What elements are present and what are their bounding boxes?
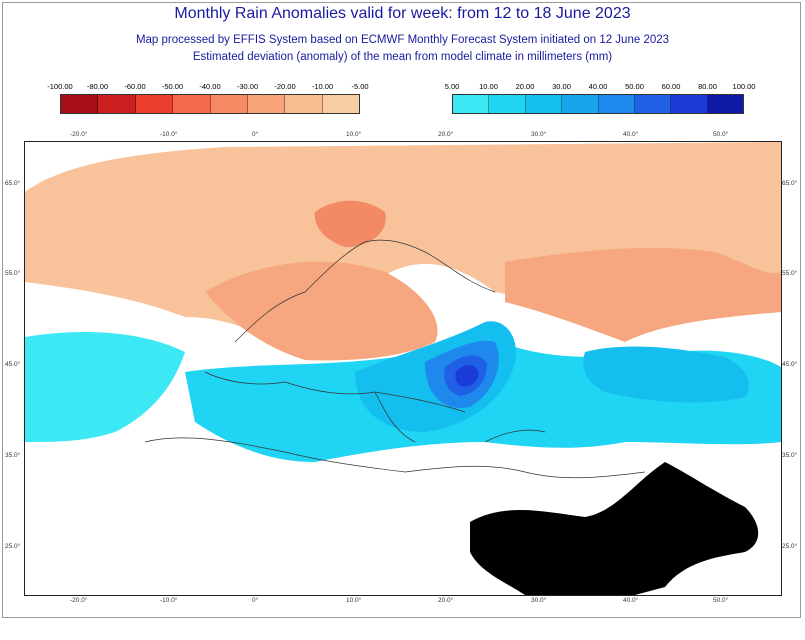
colorbar-pos-swatch — [707, 95, 743, 113]
latitude-label: 25.0° — [782, 543, 798, 550]
colorbar-neg-tick-label: -60.00 — [124, 82, 146, 91]
dry-area-east — [505, 247, 781, 342]
colorbar-neg-tick-label: -30.00 — [236, 82, 259, 91]
colorbar-pos-tick-label: 60.00 — [661, 82, 681, 91]
colorbar-neg-tick-label: -100.00 — [47, 82, 73, 91]
longitude-label: 50.0° — [713, 597, 729, 604]
latitude-label: 35.0° — [782, 452, 798, 459]
longitude-label: 40.0° — [623, 597, 639, 604]
latitude-label: 45.0° — [782, 361, 798, 368]
colorbar-pos-tick-label: 40.00 — [588, 82, 608, 91]
colorbar-neg-swatch — [61, 95, 99, 113]
longitude-label: 30.0° — [531, 131, 547, 138]
longitude-label: 10.0° — [346, 597, 362, 604]
wet-area-balkans-4 — [455, 365, 479, 387]
colorbar-pos-swatch — [525, 95, 563, 113]
colorbar-neg-tick-label: -80.00 — [86, 82, 109, 91]
longitude-label: 0° — [252, 131, 259, 138]
colorbar-neg-swatch — [135, 95, 174, 113]
map-panel — [24, 141, 782, 596]
colorbar-negative-ticks: -100.00 -80.00 -60.00 -50.00 -40.00 -30.00 -20… — [47, 82, 368, 94]
colorbar-neg-tick-label: -5.00 — [351, 82, 369, 91]
map-subtitle-2: Estimated deviation (anomaly) of the mea… — [192, 51, 613, 63]
colorbar-pos-tick-label: 100.00 — [732, 82, 756, 91]
colorbar-pos-swatch — [489, 95, 526, 113]
colorbar-neg-swatch — [285, 95, 323, 113]
longitude-label: 50.0° — [713, 131, 729, 138]
latitude-label: 65.0° — [782, 180, 798, 187]
colorbar-pos-tick-label: 20.00 — [515, 82, 535, 91]
colorbar-neg-tick-label: -50.00 — [161, 82, 184, 91]
latitude-label: 35.0° — [5, 452, 21, 459]
colorbar-positive-swatches — [452, 94, 744, 114]
dry-anomaly-areas — [25, 142, 781, 361]
colorbar-negative: -100.00 -80.00 -60.00 -50.00 -40.00 -30.00 -20… — [47, 82, 369, 114]
colorbar-neg-swatch — [322, 95, 359, 113]
latitude-label: 55.0° — [782, 270, 798, 277]
latitude-label: 55.0° — [5, 270, 21, 277]
figure-frame — [2, 2, 801, 618]
longitude-label: 10.0° — [346, 131, 362, 138]
longitude-label: 30.0° — [531, 597, 547, 604]
colorbar-pos-swatch — [598, 95, 635, 113]
colorbar-neg-tick-label: -20.00 — [274, 82, 296, 91]
wet-area-turkey — [583, 346, 749, 403]
wet-area-atlantic — [25, 332, 185, 442]
coastline-africa — [144, 437, 646, 479]
latitude-label: 45.0° — [5, 361, 21, 368]
colorbar-positive: 5.00 10.00 20.00 30.00 40.00 50.00 60.00 80.00 1… — [445, 82, 756, 114]
colorbar-pos-tick-label: 80.00 — [698, 82, 717, 91]
colorbar-neg-swatch — [173, 95, 211, 113]
wet-anomaly-areas — [25, 321, 781, 462]
longitude-label: -20.0° — [70, 597, 88, 604]
colorbar-pos-swatch — [671, 95, 708, 113]
colorbar-pos-tick-label: 50.00 — [625, 82, 644, 91]
colorbar-pos-tick-label: 10.00 — [479, 82, 498, 91]
longitude-label: 20.0° — [438, 597, 454, 604]
longitude-label: -10.0° — [160, 131, 178, 138]
longitude-label: 0° — [252, 597, 259, 604]
colorbar-neg-tick-label: -40.00 — [199, 82, 221, 91]
colorbar-pos-tick-label: 30.00 — [552, 82, 571, 91]
dry-area-scandinavia — [314, 200, 386, 247]
longitude-label: 40.0° — [623, 131, 639, 138]
longitude-label: -10.0° — [160, 597, 178, 604]
longitude-label: 20.0° — [438, 131, 454, 138]
no-data-area-africa — [470, 462, 759, 595]
longitude-label: -20.0° — [70, 131, 88, 138]
colorbar-pos-swatch — [453, 95, 490, 113]
latitude-label: 65.0° — [5, 180, 21, 187]
colorbar-pos-swatch — [562, 95, 599, 113]
coastline-europe — [204, 239, 546, 443]
latitude-label: 25.0° — [5, 543, 21, 550]
map-title: Monthly Rain Anomalies valid for week: f… — [174, 5, 631, 22]
country-borders — [144, 239, 646, 479]
colorbar-pos-tick-label: 5.00 — [444, 82, 460, 91]
map-subtitle-1: Map processed by EFFIS System based on E… — [135, 34, 670, 46]
no-data-areas — [470, 462, 759, 595]
colorbar-neg-swatch — [98, 95, 136, 113]
colorbar-negative-swatches — [60, 94, 360, 114]
anomaly-map — [25, 142, 781, 595]
colorbar-positive-ticks: 5.00 10.00 20.00 30.00 40.00 50.00 60.00 80.00 1… — [445, 82, 756, 94]
dry-area-central — [205, 261, 438, 361]
colorbar-pos-swatch — [634, 95, 672, 113]
colorbar-neg-tick-label: -10.00 — [311, 82, 334, 91]
colorbar-neg-swatch — [210, 95, 248, 113]
colorbar-neg-swatch — [247, 95, 286, 113]
